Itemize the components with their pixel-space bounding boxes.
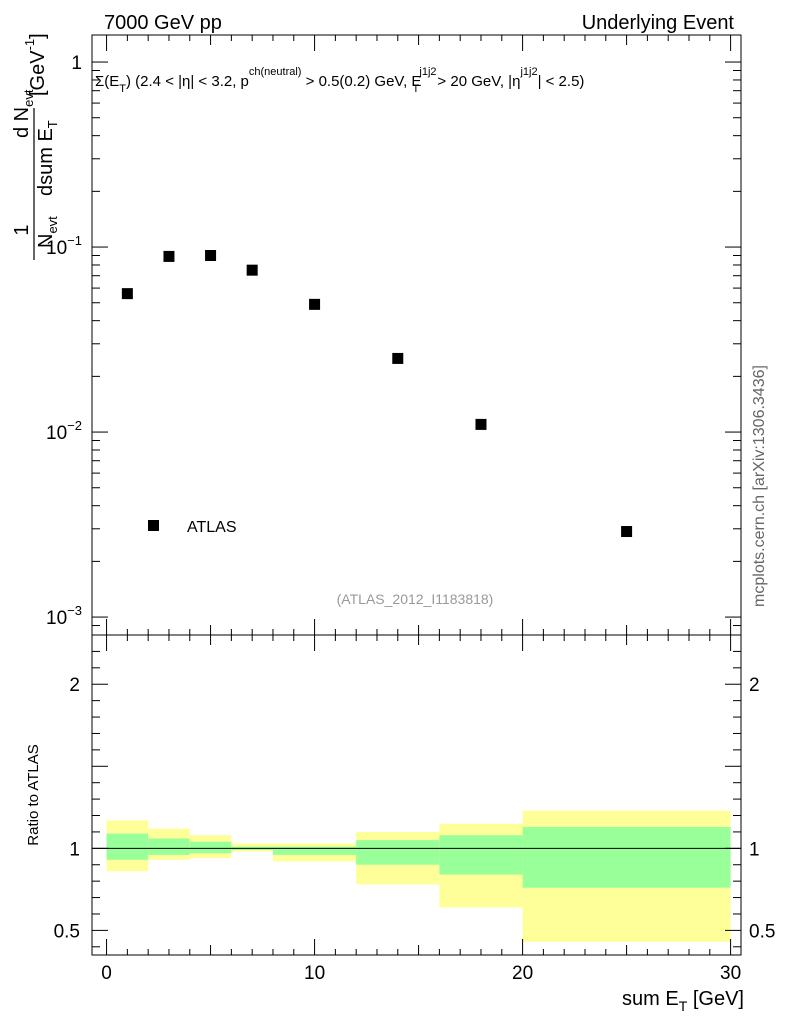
data-point-0 (121, 288, 133, 300)
legend-marker-atlas (148, 520, 159, 531)
main-plot-frame (91, 34, 742, 636)
svg-text:1: 1 (11, 224, 33, 235)
svg-text:d Nevt: d Nevt (11, 89, 36, 138)
analysis-tag: (ATLAS_2012_I1183818) (337, 591, 494, 607)
x-tick-label-10: 10 (304, 963, 325, 984)
main-y-tick-label-1: 10−1 (46, 233, 82, 259)
ratio-y-tick-label-0.5: 0.5 (54, 921, 80, 942)
data-point-7 (621, 526, 633, 538)
ratio-y-axis-label: Ratio to ATLAS (25, 744, 42, 845)
ratio-band-inner-5 (356, 840, 440, 865)
legend-label-atlas: ATLAS (187, 519, 237, 536)
header-left-label: 7000 GeV pp (104, 12, 222, 34)
ratio-band-inner-7 (522, 827, 731, 888)
data-point-1 (163, 250, 175, 262)
side-label: mcplots.cern.ch [arXiv:1306.3436] (751, 365, 768, 607)
main-y-tick-label-0: 1 (71, 53, 82, 74)
ratio-band-inner-1 (148, 838, 190, 855)
data-point-2 (205, 250, 217, 262)
header-right-label: Underlying Event (582, 12, 735, 34)
x-axis-label: sum ET [GeV] (622, 988, 744, 1014)
main-y-tick-label-2: 10−2 (46, 418, 82, 444)
ratio-y-tick-label-right-0.5: 0.5 (749, 921, 775, 942)
x-tick-label-20: 20 (512, 963, 533, 984)
svg-text:[GeV-1]: [GeV-1] (22, 33, 49, 96)
svg-text:dsum ET: dsum ET (35, 120, 60, 196)
ratio-plot-frame (91, 634, 742, 956)
svg-text:Nevt: Nevt (35, 216, 60, 248)
ratio-band-inner-6 (439, 835, 523, 875)
ratio-y-tick-label-right-1: 1 (749, 839, 760, 860)
ratio-y-tick-label-1: 1 (69, 839, 80, 860)
ratio-band-inner-0 (106, 833, 149, 860)
x-tick-label-0: 0 (101, 963, 112, 984)
ratio-band-inner-2 (189, 841, 232, 854)
x-tick-label-30: 30 (720, 963, 741, 984)
ratio-band-inner-4 (272, 846, 357, 855)
data-point-4 (309, 298, 321, 310)
main-y-tick-label-3: 10−3 (46, 603, 82, 629)
main-plot-title: Σ(ET) (2.4 < |η| < 3.2, pch(neutral) > 0… (95, 66, 584, 95)
main-y-axis-label: 1 Nevt d Nevt dsum ET [GeV-1] (11, 33, 60, 260)
data-point-5 (392, 352, 404, 364)
ratio-y-tick-label-2: 2 (69, 675, 80, 696)
ratio-y-tick-label-right-2: 2 (749, 675, 760, 696)
data-point-3 (246, 264, 258, 276)
data-point-6 (475, 418, 487, 430)
